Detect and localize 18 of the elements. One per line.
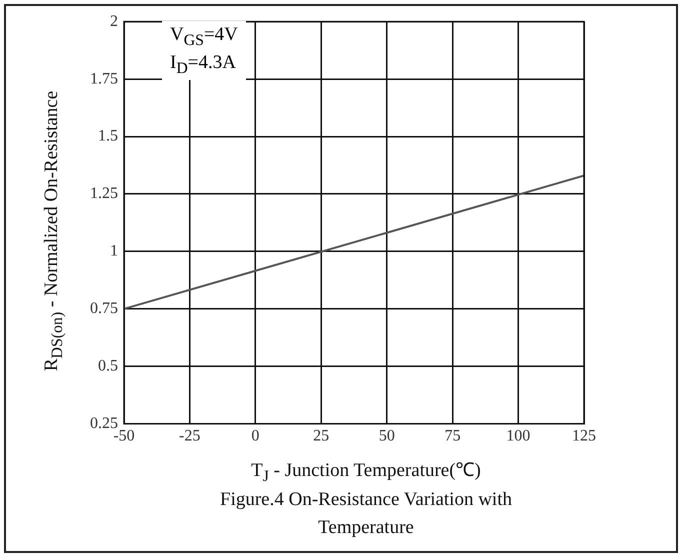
x-tick-label: 75 [444,428,461,445]
y-tick-label: 0.75 [90,300,118,318]
x-tick-label: 100 [506,428,530,445]
y-tick-label: 1.25 [90,185,118,202]
y-tick-label: 1.5 [98,128,118,145]
x-tick-label: -25 [179,428,200,445]
annotation: I$_{D}$=4.3A [170,50,237,78]
x-axis-title: T$_{J}$ - Junction Temperature(℃) [251,459,481,486]
y-tick-label: 0.5 [98,358,118,375]
annotation: V$_{GS}$=4V [170,23,238,51]
text: Figure.4 On-Resistance Variation with Temperature [219,488,513,540]
y-tick-label: 2 [110,12,118,30]
y-tick-label: 1.75 [90,70,118,88]
x-tick-label: 125 [572,428,596,445]
x-tick-label: 50 [378,428,395,445]
x-tick-label: 25 [313,428,330,445]
x-tick-label: 0 [251,428,260,445]
y-tick-label: 1 [110,242,118,260]
